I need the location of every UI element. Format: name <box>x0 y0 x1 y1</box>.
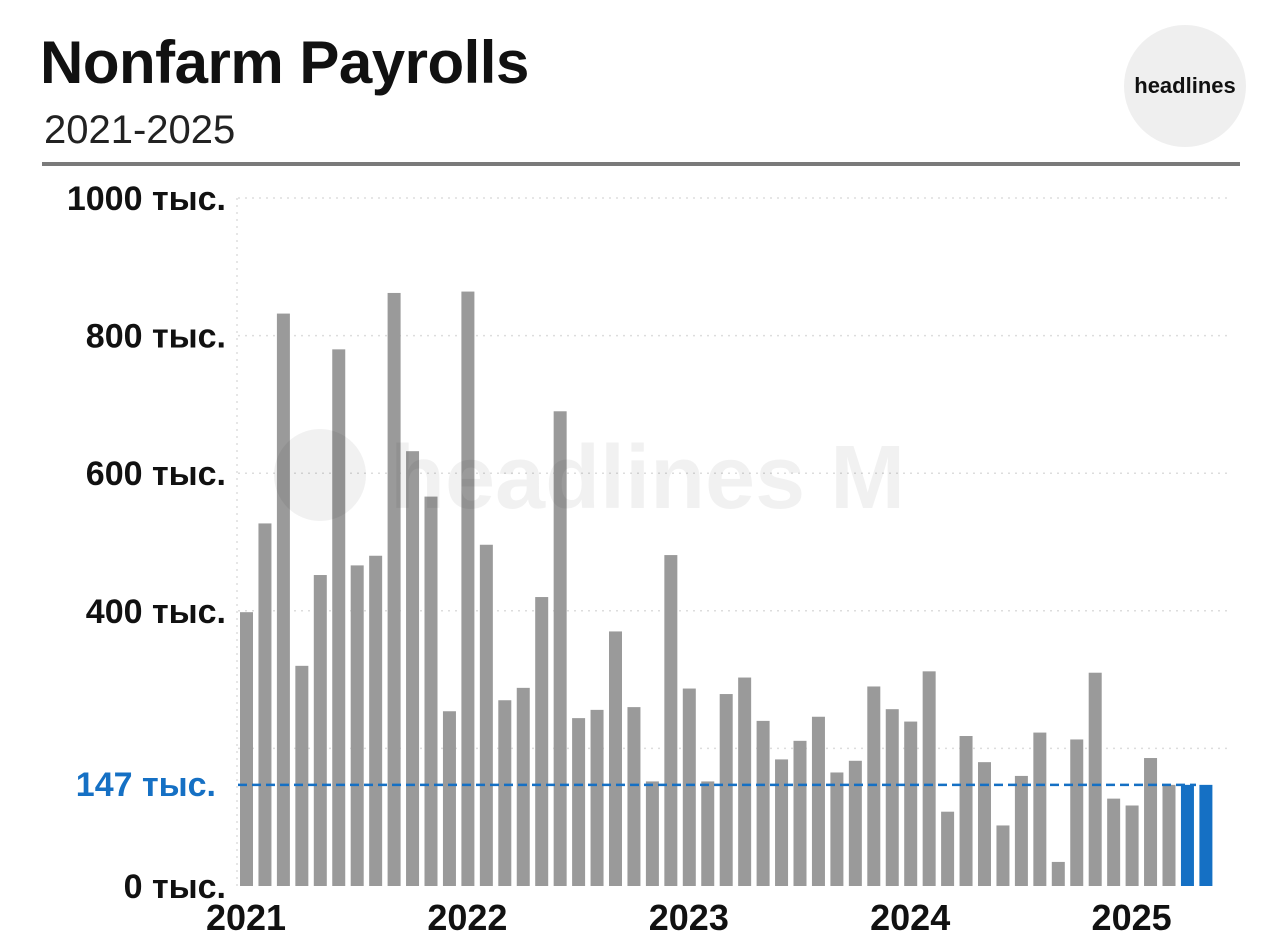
x-tick-label: 2021 <box>206 897 286 938</box>
bar <box>461 291 475 886</box>
bar <box>1070 739 1084 886</box>
bar <box>645 781 659 886</box>
bar <box>904 721 918 886</box>
bar <box>498 700 512 886</box>
bar <box>996 825 1010 886</box>
chart-subtitle: 2021-2025 <box>44 108 236 152</box>
y-tick-label: 800 тыс. <box>86 318 226 356</box>
bar <box>1051 861 1065 886</box>
gridlines <box>238 197 1230 750</box>
bar <box>590 709 604 886</box>
bar <box>424 496 438 886</box>
bar <box>830 772 844 886</box>
bar <box>682 688 696 886</box>
bar <box>775 759 789 886</box>
reference-label: 147 тыс. <box>76 766 216 804</box>
bar <box>1162 784 1176 886</box>
bar <box>978 762 991 886</box>
bar <box>479 544 493 886</box>
bars <box>240 291 1213 887</box>
bar <box>387 292 401 887</box>
bar <box>1107 798 1121 886</box>
bar <box>811 716 825 886</box>
bar <box>941 811 955 886</box>
x-tick-label: 2024 <box>870 897 950 938</box>
bar <box>313 575 327 886</box>
bar <box>442 711 456 886</box>
chart-title: Nonfarm Payrolls <box>40 29 529 96</box>
bar <box>867 686 881 886</box>
bar <box>793 740 807 886</box>
bar <box>664 555 678 886</box>
bar <box>369 555 383 886</box>
x-tick-label: 2022 <box>427 897 507 938</box>
y-axis-ticks: 0 тыс. 400 тыс. 600 тыс. 800 тыс. 1000 тыс. <box>67 180 226 906</box>
bar <box>276 313 290 887</box>
logo-text: headlines <box>1134 73 1236 98</box>
bar <box>848 760 862 886</box>
bar <box>738 677 752 886</box>
bar <box>756 720 770 886</box>
bar <box>701 781 715 886</box>
bar <box>516 687 530 886</box>
y-tick-label: 1000 тыс. <box>67 180 226 218</box>
header-divider <box>42 162 1240 166</box>
y-tick-label: 600 тыс. <box>86 455 226 493</box>
headlines-logo: headlines <box>1124 25 1246 147</box>
bar <box>572 718 586 886</box>
bar <box>258 523 272 886</box>
bar <box>1014 775 1028 886</box>
bar <box>922 671 936 886</box>
highlight-bar <box>1180 784 1194 886</box>
bar <box>719 694 733 886</box>
bar <box>627 707 641 886</box>
bar <box>885 709 899 886</box>
bar <box>1125 805 1139 886</box>
bar <box>1033 732 1047 886</box>
x-tick-label: 2025 <box>1092 897 1172 938</box>
bar <box>535 597 549 886</box>
bar <box>350 565 364 886</box>
bar <box>295 665 309 886</box>
bar <box>609 631 622 886</box>
bar <box>1144 758 1158 886</box>
bar <box>959 736 973 886</box>
bar <box>553 411 567 886</box>
y-tick-label: 0 тыс. <box>124 868 226 906</box>
x-axis-ticks: 2021 2022 2023 2024 2025 <box>206 897 1172 938</box>
x-tick-label: 2023 <box>649 897 729 938</box>
y-tick-label: 400 тыс. <box>86 593 226 631</box>
bar <box>240 612 253 886</box>
reference-line: 147 тыс. <box>76 766 1196 804</box>
highlight-bar <box>1199 784 1213 886</box>
bar <box>406 451 420 886</box>
bar <box>1088 672 1102 886</box>
bar <box>332 349 346 886</box>
